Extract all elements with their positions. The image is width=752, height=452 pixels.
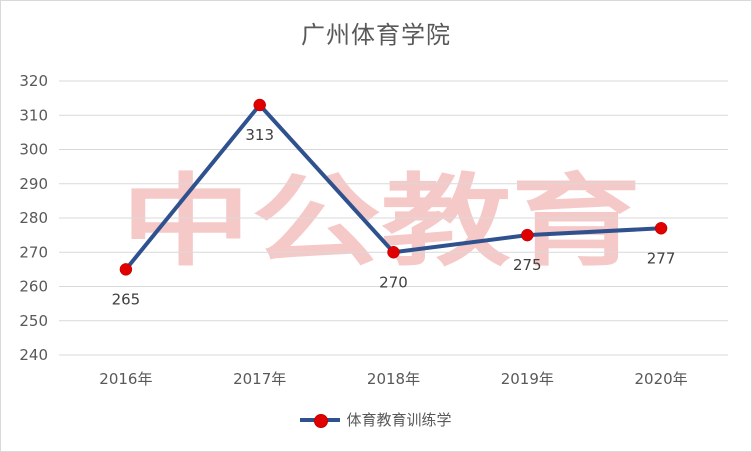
data-point xyxy=(253,98,266,112)
y-tick-label: 300 xyxy=(19,141,48,159)
data-label: 275 xyxy=(513,256,542,274)
legend-label: 体育教育训练学 xyxy=(346,411,452,429)
y-tick-label: 280 xyxy=(19,209,48,227)
data-point xyxy=(654,222,668,235)
y-tick-label: 320 xyxy=(19,72,48,90)
x-axis-ticks: 2016年 2017年 2018年 2019年 2020年 xyxy=(99,370,687,388)
data-point xyxy=(119,263,133,276)
y-tick-label: 290 xyxy=(19,175,48,193)
y-tick-label: 240 xyxy=(19,346,48,364)
watermark-text: 中公教育 xyxy=(121,163,641,280)
data-label: 313 xyxy=(245,126,274,144)
y-tick-label: 310 xyxy=(19,106,48,124)
data-point xyxy=(387,246,400,259)
x-tick-label: 2018年 xyxy=(367,370,420,388)
y-tick-label: 250 xyxy=(19,312,48,330)
data-labels: 265 313 270 275 277 xyxy=(112,126,676,308)
data-point xyxy=(521,228,534,242)
data-label: 277 xyxy=(647,249,676,267)
legend-line-marker-icon xyxy=(300,413,341,428)
data-label: 270 xyxy=(379,273,408,291)
y-tick-label: 260 xyxy=(19,278,48,296)
y-tick-label: 270 xyxy=(19,243,48,261)
x-tick-label: 2017年 xyxy=(233,370,286,388)
series-layer xyxy=(119,98,668,276)
chart-title: 广州体育学院 xyxy=(301,21,451,49)
legend-item: 体育教育训练学 xyxy=(300,409,452,430)
legend: 体育教育训练学 xyxy=(1,409,751,430)
data-label: 265 xyxy=(112,290,141,308)
grid-lines xyxy=(59,80,728,356)
x-tick-label: 2016年 xyxy=(99,370,152,388)
x-tick-label: 2019年 xyxy=(501,370,554,388)
x-tick-label: 2020年 xyxy=(635,370,688,388)
y-axis-ticks: 240 250 260 270 280 290 300 310 320 xyxy=(19,72,48,364)
